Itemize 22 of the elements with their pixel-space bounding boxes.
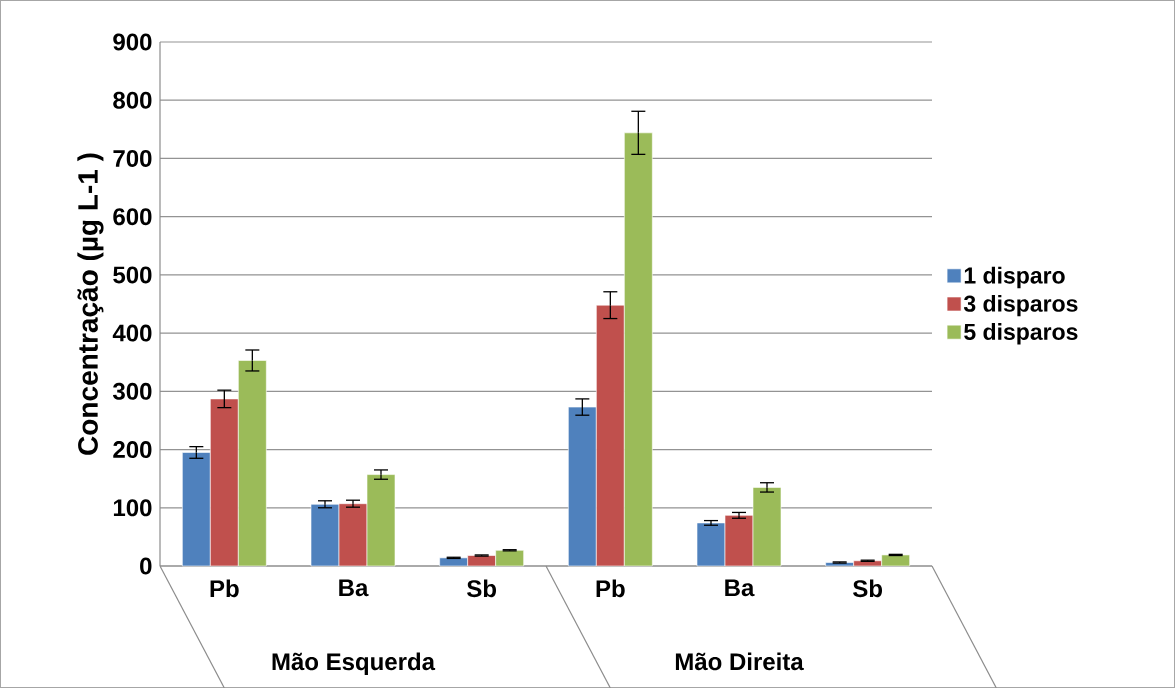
x-tick-label: Ba bbox=[339, 579, 369, 597]
y-tick-label: 900 bbox=[113, 33, 152, 51]
y-tick-label: 200 bbox=[113, 441, 152, 459]
x-tick-label: Sb bbox=[467, 579, 497, 598]
y-tick-label: 500 bbox=[113, 266, 152, 284]
y-tick-label: 300 bbox=[112, 382, 152, 400]
x-tick-label: Ba bbox=[725, 579, 755, 597]
legend-label: 1 disparo bbox=[964, 266, 1065, 289]
legend-label: 5 disparos bbox=[964, 323, 1078, 345]
text: Mão Esquerda bbox=[272, 652, 436, 675]
x-tick-label: Pb bbox=[210, 579, 239, 598]
y-tick-label: 800 bbox=[113, 91, 152, 109]
text: Mão Direita bbox=[675, 652, 804, 671]
y-tick-label: 0 bbox=[140, 557, 152, 575]
x-tick-label: Pb bbox=[596, 579, 625, 598]
y-axis-title: Concentração (µg L-1 ) bbox=[77, 153, 104, 455]
legend-label: 3 disparos bbox=[963, 294, 1078, 317]
x-tick-label: Sb bbox=[853, 579, 883, 598]
y-tick-label: 600 bbox=[113, 208, 152, 226]
y-tick-label: 100 bbox=[113, 499, 152, 517]
y-tick-label: 700 bbox=[113, 149, 152, 167]
y-tick-label: 400 bbox=[112, 324, 152, 342]
